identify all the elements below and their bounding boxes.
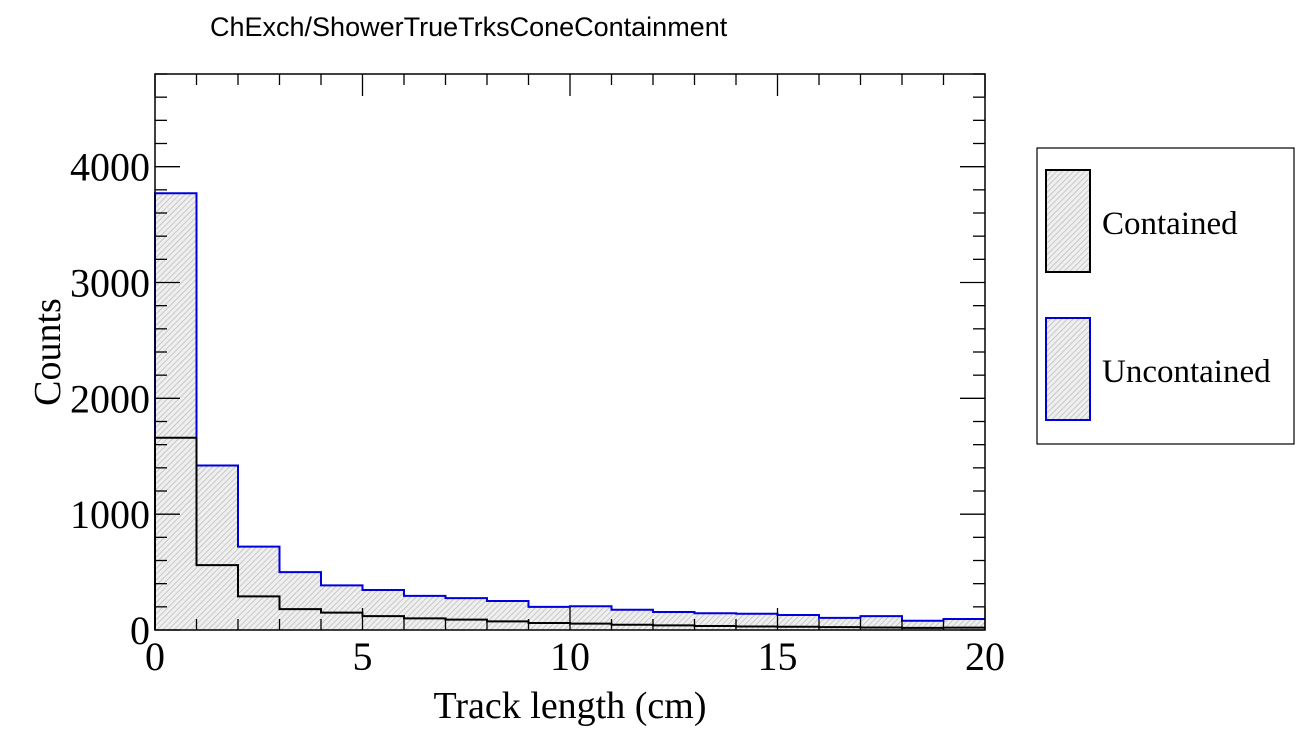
histogram-bin-fill [611, 609, 653, 630]
x-tick-label: 0 [145, 634, 165, 679]
axis-tick-labels: 0 5 10 15 20 0 1000 2000 3000 4000 [70, 145, 1005, 679]
histogram-bin-fill [694, 613, 736, 630]
x-tick-label: 5 [353, 634, 373, 679]
y-tick-label: 3000 [70, 261, 150, 306]
histogram-bin-fill [902, 620, 944, 630]
histogram-bin-fill [155, 193, 197, 630]
chart-title: ChExch/ShowerTrueTrksConeContainment [210, 12, 728, 42]
series-contained-step [154, 436, 985, 630]
histogram-bin-fill [487, 601, 529, 630]
y-tick-label: 2000 [70, 376, 150, 421]
x-tick-label: 10 [550, 634, 590, 679]
y-tick-label: 1000 [70, 492, 150, 537]
histogram-bin-fill [528, 606, 570, 630]
histogram-bin-fill [445, 598, 487, 630]
series-uncontained-step [154, 192, 985, 630]
histogram-bin-fill [570, 606, 612, 630]
y-tick-label: 0 [130, 608, 150, 653]
histogram-bin-fill [238, 546, 280, 630]
legend-swatch [1045, 169, 1091, 273]
x-tick-label: 20 [965, 634, 1005, 679]
histogram-bin-fill [653, 612, 695, 630]
histogram-bin-fill [943, 618, 985, 630]
histogram-bin-fill [819, 617, 861, 630]
histogram-bin-fill [736, 613, 778, 630]
histogram-steps [154, 192, 985, 630]
legend-swatch [1045, 317, 1091, 421]
histogram-bin-fill [321, 585, 363, 630]
legend: Contained Uncontained [1036, 147, 1295, 445]
y-tick-label: 4000 [70, 145, 150, 190]
histogram-bin-fill [196, 465, 238, 630]
histogram-bin-fill [279, 572, 321, 630]
legend-label: Contained [1102, 206, 1238, 242]
x-tick-label: 15 [758, 634, 798, 679]
y-axis-label: Counts [27, 298, 69, 406]
axis-ticks [154, 73, 986, 631]
histogram-bin-fill [362, 590, 404, 630]
histogram-bin-fill [404, 595, 446, 630]
legend-label: Uncontained [1102, 354, 1271, 390]
x-axis-label: Track length (cm) [434, 685, 707, 727]
histogram-fills [155, 193, 985, 630]
